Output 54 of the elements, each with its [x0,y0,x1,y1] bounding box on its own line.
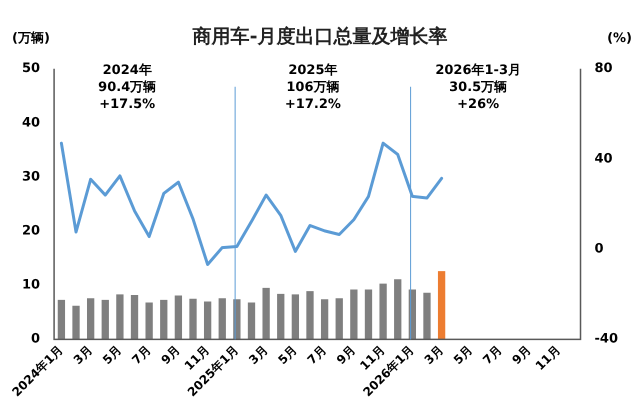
y2-tick-label: -40 [594,332,618,347]
x-tick-label: 3月 [422,342,446,368]
x-tick-label: 5月 [275,342,300,368]
bar [116,294,124,340]
x-tick-label: 11月 [532,342,563,374]
y-tick-label: 30 [22,169,40,184]
bar [248,302,256,340]
bar [189,298,197,340]
bar [218,298,226,340]
bar [292,294,300,340]
y-tick-label: 0 [31,332,40,347]
bar [277,294,284,340]
bar [58,300,66,340]
y-tick-label: 20 [22,223,40,238]
bar [320,299,328,340]
bar [130,294,138,340]
bar [86,298,94,340]
y-tick-label: 50 [22,61,40,76]
bar [72,306,80,340]
bar [350,290,358,340]
chart-title: 商用车-月度出口总量及增长率 [192,25,448,48]
bar [364,290,372,340]
x-tick-label: 9月 [334,342,358,368]
bar [204,301,212,340]
x-tick-label: 3月 [70,342,95,368]
annotation: 2026年1-3月 30.5万辆 +26% [435,63,521,112]
y-axis-title: (万辆) [12,31,50,46]
bar [438,271,446,340]
bar [394,279,402,340]
bar [306,291,314,340]
y2-tick-label: 40 [594,151,613,166]
x-tick-label: 5月 [450,342,476,368]
bar [145,302,153,340]
x-tick-label: 7月 [304,342,329,368]
x-tick-label: 3月 [246,342,270,368]
bar [160,300,168,340]
bar [102,300,109,340]
x-tick-label: 7月 [480,342,504,368]
bar [379,284,387,340]
bar [262,288,270,340]
bar [423,292,431,340]
y2-axis-title: (%) [607,31,632,46]
y2-tick-label: 80 [594,61,613,76]
annotation: 2024年 90.4万辆 +17.5% [98,63,156,112]
x-tick-label: 9月 [158,342,183,368]
y-tick-label: 40 [22,115,40,130]
bar [174,296,182,340]
y-tick-label: 10 [22,278,40,293]
x-tick-label: 7月 [129,342,154,368]
annotation: 2025年 106万辆 +17.2% [284,63,341,112]
x-tick-label: 5月 [100,342,124,368]
bar [336,298,343,340]
x-tick-label: 9月 [509,342,534,368]
y2-tick-label: 0 [594,242,604,257]
